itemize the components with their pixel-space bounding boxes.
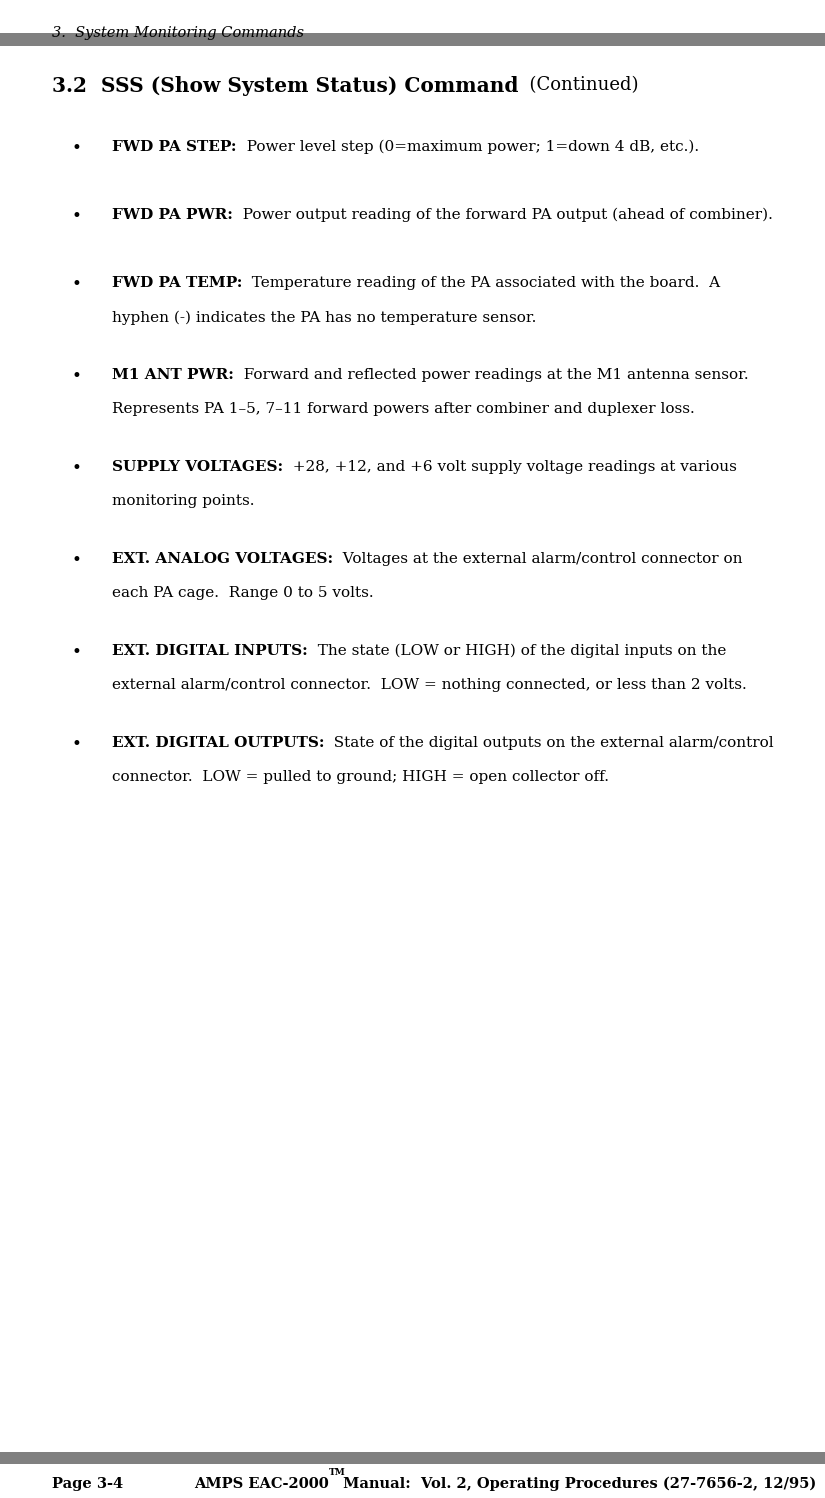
Text: •: • [72,644,82,661]
Text: The state (LOW or HIGH) of the digital inputs on the: The state (LOW or HIGH) of the digital i… [308,644,726,659]
Text: •: • [72,208,82,225]
Bar [0,33,825,46]
Text: FWD PA TEMP:: FWD PA TEMP: [112,276,243,291]
Text: •: • [72,139,82,157]
Text: 3.  System Monitoring Commands: 3. System Monitoring Commands [52,25,304,40]
Text: Manual:  Vol. 2, Operating Procedures (27-7656-2, 12/95): Manual: Vol. 2, Operating Procedures (27… [337,1477,816,1492]
Text: EXT. ANALOG VOLTAGES:: EXT. ANALOG VOLTAGES: [112,551,333,566]
Text: +28, +12, and +6 volt supply voltage readings at various: +28, +12, and +6 volt supply voltage rea… [283,460,737,473]
Text: external alarm/control connector.  LOW = nothing connected, or less than 2 volts: external alarm/control connector. LOW = … [112,679,747,692]
Text: hyphen (-) indicates the PA has no temperature sensor.: hyphen (-) indicates the PA has no tempe… [112,310,536,325]
Text: FWD PA STEP:: FWD PA STEP: [112,139,237,154]
Text: each PA cage.  Range 0 to 5 volts.: each PA cage. Range 0 to 5 volts. [112,587,374,601]
Text: Page 3-4: Page 3-4 [52,1477,123,1491]
Text: SUPPLY VOLTAGES:: SUPPLY VOLTAGES: [112,460,283,473]
Text: TM: TM [328,1468,346,1477]
Text: AMPS EAC-2000: AMPS EAC-2000 [194,1477,328,1491]
Bar [0,1452,825,1464]
Text: Power level step (0=maximum power; 1=down 4 dB, etc.).: Power level step (0=maximum power; 1=dow… [237,139,699,154]
Text: monitoring points.: monitoring points. [112,494,254,508]
Text: (Continued): (Continued) [518,76,639,94]
Text: EXT. DIGITAL INPUTS:: EXT. DIGITAL INPUTS: [112,644,308,658]
Text: FWD PA PWR:: FWD PA PWR: [112,208,233,222]
Text: Voltages at the external alarm/control connector on: Voltages at the external alarm/control c… [333,551,742,566]
Text: Power output reading of the forward PA output (ahead of combiner).: Power output reading of the forward PA o… [233,208,773,222]
Text: M1 ANT PWR:: M1 ANT PWR: [112,369,233,382]
Text: 3.2  SSS (Show System Status) Command: 3.2 SSS (Show System Status) Command [52,76,518,96]
Text: Forward and reflected power readings at the M1 antenna sensor.: Forward and reflected power readings at … [233,369,748,382]
Text: State of the digital outputs on the external alarm/control: State of the digital outputs on the exte… [324,736,774,750]
Text: connector.  LOW = pulled to ground; HIGH = open collector off.: connector. LOW = pulled to ground; HIGH … [112,770,609,785]
Text: •: • [72,736,82,753]
Text: •: • [72,460,82,476]
Text: Temperature reading of the PA associated with the board.  A: Temperature reading of the PA associated… [243,276,720,291]
Text: •: • [72,369,82,385]
Text: EXT. DIGITAL OUTPUTS:: EXT. DIGITAL OUTPUTS: [112,736,324,750]
Text: •: • [72,276,82,294]
Text: Represents PA 1–5, 7–11 forward powers after combiner and duplexer loss.: Represents PA 1–5, 7–11 forward powers a… [112,403,695,416]
Text: •: • [72,551,82,569]
